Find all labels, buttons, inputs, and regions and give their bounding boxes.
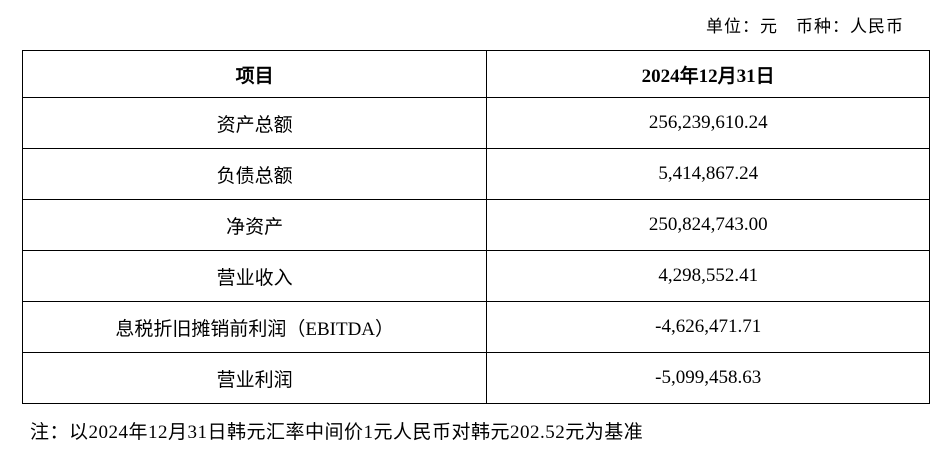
row-value: 250,824,743.00 (486, 199, 930, 251)
row-value: -5,099,458.63 (486, 352, 930, 404)
row-value: 4,298,552.41 (486, 250, 930, 302)
table-row: 营业利润 -5,099,458.63 (21, 352, 930, 404)
table-row: 营业收入 4,298,552.41 (21, 250, 930, 302)
table-row: 负债总额 5,414,867.24 (21, 148, 930, 200)
table-row: 净资产 250,824,743.00 (21, 199, 930, 251)
column-header-item: 项目 (21, 50, 488, 98)
column-header-date: 2024年12月31日 (486, 50, 930, 98)
row-label: 息税折旧摊销前利润（EBITDA） (21, 301, 488, 353)
table-row: 资产总额 256,239,610.24 (21, 97, 930, 149)
currency-unit-label: 单位：元 币种：人民币 (706, 17, 904, 36)
row-label: 营业收入 (21, 250, 488, 302)
exchange-rate-note: 注：以2024年12月31日韩元汇率中间价1元人民币对韩元202.52元为基准 (30, 422, 644, 443)
row-value: 5,414,867.24 (486, 148, 930, 200)
financial-summary-table: 项目 2024年12月31日 资产总额 256,239,610.24 负债总额 … (21, 50, 930, 404)
row-label: 资产总额 (21, 97, 488, 149)
row-label: 净资产 (21, 199, 488, 251)
row-label: 负债总额 (21, 148, 488, 200)
table-header-row: 项目 2024年12月31日 (21, 50, 930, 98)
table-row: 息税折旧摊销前利润（EBITDA） -4,626,471.71 (21, 301, 930, 353)
row-label: 营业利润 (21, 352, 488, 404)
row-value: -4,626,471.71 (486, 301, 930, 353)
row-value: 256,239,610.24 (486, 97, 930, 149)
